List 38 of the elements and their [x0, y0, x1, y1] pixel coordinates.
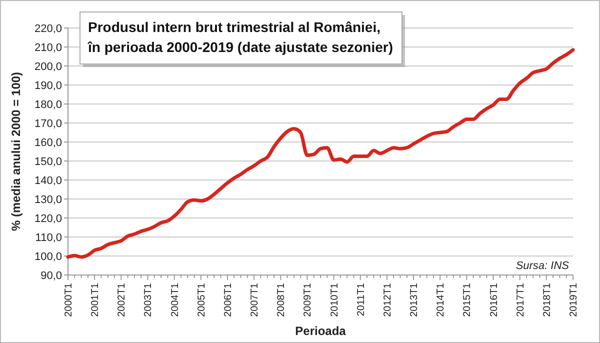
- y-tick-label: 210,0: [34, 42, 62, 54]
- y-tick-label: 170,0: [34, 118, 62, 130]
- x-tick-label: 2016T1: [488, 282, 500, 317]
- x-axis-title: Perioada: [295, 324, 346, 338]
- x-tick-label: 2011T1: [356, 282, 367, 316]
- x-tick-label: 2017T1: [515, 282, 526, 317]
- y-tick-label: 190,0: [34, 80, 62, 92]
- y-tick-label: 150,0: [34, 156, 62, 168]
- y-tick-label: 200,0: [34, 60, 62, 73]
- y-tick-label: 110,0: [35, 232, 62, 244]
- y-tick-label: 160,0: [34, 136, 62, 149]
- x-tick-label: 2018T1: [542, 282, 553, 317]
- x-tick-label: 2013T1: [409, 282, 420, 317]
- x-tick-label: 2003T1: [143, 282, 154, 317]
- y-axis-title: % (media anului 2000 = 100): [9, 72, 24, 232]
- x-tick-label: 2007T1: [250, 282, 261, 317]
- y-tick-label: 220,0: [34, 22, 62, 35]
- x-tick-label: 2005T1: [196, 282, 208, 317]
- x-tick-label: 2019T1: [568, 282, 580, 317]
- x-tick-label: 2010T1: [329, 282, 340, 317]
- x-tick-label: 2008T1: [276, 282, 288, 317]
- annotation: Sursa: INS: [516, 260, 570, 272]
- y-tick-label: 140,0: [34, 174, 62, 187]
- x-tick-label: 2006T1: [222, 282, 234, 317]
- x-tick-label: 2000T1: [64, 282, 74, 317]
- x-tick-label: 2002T1: [116, 282, 128, 317]
- x-tick-label: 2004T1: [170, 282, 181, 317]
- chart-title: Produsul intern brut trimestrial al României, în perioada 2000-2019 (date ajustate sezonier): [87, 19, 394, 55]
- x-tick-label: 2015T1: [462, 282, 474, 317]
- y-tick-label: 120,0: [34, 212, 62, 225]
- x-tick-label: 2009T1: [302, 282, 314, 317]
- x-tick-label: 2001T1: [90, 282, 102, 317]
- y-tick-label: 130,0: [34, 194, 62, 206]
- y-tick-label: 100,0: [34, 250, 62, 263]
- x-tick-label: 2014T1: [436, 282, 447, 317]
- y-tick-label: 90,0: [40, 270, 62, 282]
- x-tick-label: 2012T1: [382, 282, 394, 317]
- y-tick-label: 180,0: [34, 98, 62, 111]
